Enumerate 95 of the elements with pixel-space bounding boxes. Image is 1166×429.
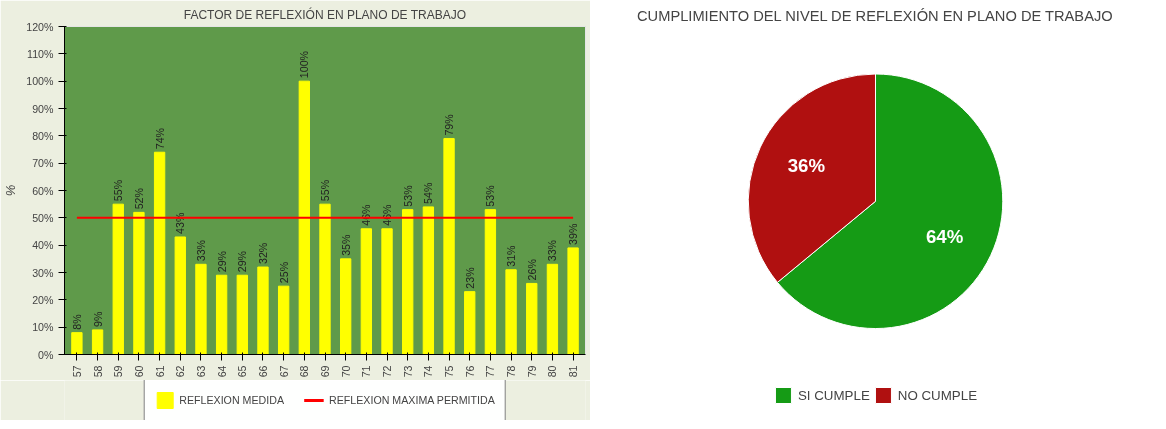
data-label: 54% [422, 182, 435, 204]
bar [215, 274, 228, 355]
data-label: 53% [401, 184, 414, 207]
bar [257, 266, 269, 355]
y-tick-label: 100% [26, 75, 55, 88]
y-tick-label: 80% [32, 129, 55, 142]
data-label: 25% [277, 261, 290, 284]
legend-label: REFLEXION MEDIDA [179, 394, 285, 406]
data-label: 31% [505, 244, 518, 267]
x-tick-label: 69 [319, 365, 331, 378]
bar [381, 228, 393, 355]
y-axis-title: % [3, 184, 19, 197]
data-label: 26% [525, 258, 538, 281]
bar [567, 247, 579, 355]
legend-label: REFLEXION MAXIMA PERMITIDA [329, 394, 495, 406]
bar [484, 209, 497, 355]
x-tick-label: 76 [463, 365, 476, 378]
bar [112, 203, 124, 355]
data-label: 79% [443, 113, 456, 136]
bar [360, 228, 373, 355]
x-tick-label: 67 [277, 365, 290, 378]
x-tick-label: 59 [112, 365, 125, 378]
x-tick-label: 73 [401, 365, 414, 378]
data-label: 32% [256, 242, 269, 265]
x-tick-label: 63 [194, 365, 207, 378]
data-label: 55% [112, 179, 125, 202]
data-label: 9% [91, 310, 104, 327]
data-label: 39% [567, 223, 580, 245]
data-label: 100% [298, 50, 311, 79]
data-label: 35% [339, 233, 352, 256]
chart-title: FACTOR DE REFLEXIÓN EN PLANO DE TRABAJO [183, 6, 467, 22]
bar [340, 258, 352, 355]
data-label: 8% [70, 313, 83, 330]
bar [153, 151, 166, 355]
bar [195, 263, 207, 355]
x-tick-label: 57 [70, 365, 83, 378]
bar [443, 138, 455, 355]
data-label: 52% [132, 187, 145, 210]
bar [71, 332, 83, 355]
bar [402, 209, 414, 355]
chart-title: CUMPLIMIENTO DEL NIVEL DE REFLEXIÓN EN PLANO DE TRABAJO [637, 7, 1113, 24]
x-tick-label: 66 [256, 365, 269, 378]
x-tick-label: 61 [153, 365, 166, 378]
x-tick-label: 77 [484, 365, 497, 378]
y-tick-label: 30% [32, 266, 55, 279]
y-tick-label: 60% [32, 184, 55, 197]
y-tick-label: 110% [27, 47, 55, 60]
data-label: 64% [925, 226, 964, 248]
x-tick-label: 79 [525, 365, 538, 378]
bar [298, 80, 310, 355]
x-tick-label: 81 [567, 365, 580, 378]
data-label: 29% [236, 250, 249, 273]
data-label: 33% [546, 239, 559, 262]
x-tick-label: 65 [236, 365, 249, 378]
x-tick-label: 72 [381, 365, 394, 378]
bar [319, 203, 331, 355]
x-tick-label: 71 [360, 365, 373, 378]
x-tick-label: 74 [422, 365, 435, 378]
y-tick-label: 40% [32, 239, 55, 252]
data-label: 43% [174, 212, 187, 234]
x-tick-label: 80 [546, 365, 559, 378]
x-tick-label: 78 [505, 365, 518, 378]
y-tick-label: 0% [38, 348, 55, 361]
bar [277, 285, 290, 355]
legend-label: SI CUMPLE [797, 387, 870, 403]
bar [422, 206, 435, 355]
x-tick-label: 64 [215, 365, 228, 378]
bar [464, 291, 476, 355]
y-tick-label: 90% [32, 102, 55, 115]
data-label: 23% [463, 266, 476, 289]
x-tick-label: 68 [298, 365, 311, 378]
bar [505, 269, 517, 355]
legend-label: NO CUMPLE [897, 387, 978, 403]
data-label: 29% [215, 250, 228, 273]
y-tick-label: 120% [26, 20, 55, 33]
x-tick-label: 75 [443, 365, 456, 378]
x-tick-label: 70 [339, 365, 352, 378]
bar [526, 282, 538, 355]
y-tick-label: 70% [32, 157, 55, 170]
x-tick-label: 62 [174, 365, 187, 378]
bar [546, 263, 559, 355]
data-label: 36% [787, 155, 826, 177]
y-tick-label: 20% [32, 293, 55, 306]
x-tick-label: 60 [132, 365, 145, 378]
x-tick-label: 58 [91, 365, 104, 378]
data-label: 74% [153, 127, 166, 150]
y-tick-label: 50% [32, 211, 55, 224]
data-label: 55% [319, 179, 331, 202]
data-label: 53% [484, 184, 497, 207]
bar [133, 211, 145, 355]
bar [174, 236, 186, 355]
bar [236, 274, 248, 355]
y-tick-label: 10% [32, 321, 55, 334]
data-label: 33% [194, 239, 207, 262]
bar [91, 329, 104, 355]
